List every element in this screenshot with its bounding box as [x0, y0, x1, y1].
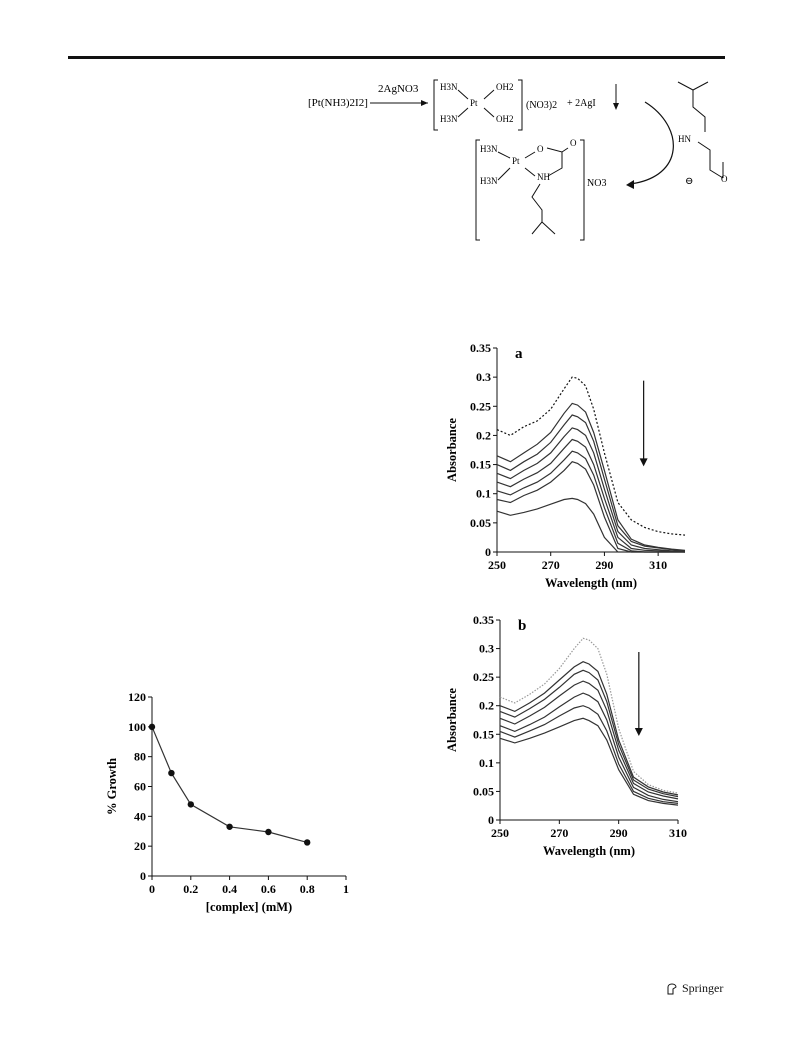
x-axis-label: Wavelength (nm): [545, 576, 637, 590]
trend-arrow-head: [634, 728, 643, 736]
series-line-1: [496, 376, 686, 536]
series-line-8: [496, 497, 685, 553]
x-tick-label: 250: [488, 558, 506, 572]
y-tick-label: 0.3: [479, 642, 494, 656]
series-line-6: [496, 450, 685, 553]
series-line-6: [499, 705, 679, 804]
series-line-1: [499, 637, 679, 794]
x-tick-label: 250: [491, 826, 509, 840]
series-line-2: [496, 402, 686, 551]
data-point: [265, 828, 272, 836]
svg-text:H3N: H3N: [480, 176, 498, 186]
y-tick-label: 100: [128, 720, 146, 734]
series-line-7: [496, 461, 685, 553]
y-tick-label: 60: [134, 780, 146, 794]
svg-text:OH2: OH2: [496, 114, 514, 124]
springer-footer: Springer: [666, 981, 723, 996]
series-line-4: [499, 680, 679, 800]
data-point: [226, 823, 233, 830]
springer-logo-icon: [667, 982, 677, 994]
data-point: [168, 769, 175, 777]
y-tick-label: 0.05: [470, 516, 491, 530]
series-line-1: [151, 726, 308, 843]
x-tick-label: 270: [542, 558, 560, 572]
y-tick-label: 0.35: [470, 341, 491, 355]
y-tick-label: 120: [128, 690, 146, 704]
y-axis-label: % Growth: [105, 758, 119, 815]
x-axis-label: [complex] (mM): [206, 900, 292, 914]
reaction-scheme: [Pt(NH3)2I2] 2AgNO3 H3N H3N Pt OH2 OH2 (…: [308, 79, 728, 241]
panel-label: a: [515, 346, 523, 362]
panel-label: b: [518, 618, 526, 634]
svg-text:H3N: H3N: [440, 114, 458, 124]
y-tick-label: 0: [140, 869, 146, 883]
y-tick-label: 0.05: [473, 784, 494, 798]
svg-text:O: O: [570, 138, 577, 148]
y-axis-label: Absorbance: [445, 418, 459, 482]
y-axis-label: Absorbance: [445, 688, 459, 752]
data-point: [148, 723, 156, 731]
x-axis-label: Wavelength (nm): [543, 844, 635, 858]
y-tick-label: 0.3: [476, 370, 491, 384]
data-point: [304, 839, 311, 846]
x-tick-label: 1: [343, 882, 349, 896]
series-line-5: [496, 438, 686, 553]
svg-text:OH2: OH2: [496, 82, 514, 92]
x-tick-label: 270: [550, 826, 568, 840]
svg-text:O: O: [721, 174, 728, 184]
series-line-4: [496, 427, 686, 552]
y-tick-label: 0.1: [476, 487, 491, 501]
y-tick-label: 20: [134, 839, 146, 853]
y-tick-label: 0.15: [470, 458, 491, 472]
trend-arrow-head: [639, 458, 648, 467]
header-rule: [68, 56, 725, 59]
x-tick-label: 290: [595, 558, 613, 572]
series-line-3: [496, 414, 686, 552]
svg-text:Pt: Pt: [512, 156, 520, 166]
product-counterion: NO3: [587, 178, 606, 189]
y-tick-label: 0.1: [479, 756, 494, 770]
y-tick-label: 0.25: [473, 670, 494, 684]
chart-growth: 0 20 40 60 80 100 120 0 0.2 0.4 0.6 0.8 1 [complex] (…: [105, 690, 349, 914]
svg-text:⊖: ⊖: [685, 176, 693, 187]
data-point: [187, 801, 194, 808]
y-tick-label: 0: [485, 545, 491, 559]
x-tick-label: 0.8: [300, 882, 315, 896]
x-tick-label: 0.4: [222, 882, 237, 896]
x-tick-label: 290: [610, 826, 628, 840]
y-tick-label: 0.2: [476, 428, 491, 442]
intermediate-counterion: (NO3)2: [526, 100, 557, 111]
svg-text:O: O: [537, 144, 544, 154]
series-line-2: [499, 661, 679, 796]
svg-text:HN: HN: [678, 134, 691, 144]
reactant-formula: [Pt(NH3)2I2]: [308, 97, 368, 109]
chart-a: 0 0.05 0.1 0.15 0.2 0.25 0.3 0.35 250 270 290 310 Wa…: [445, 341, 686, 590]
y-tick-label: 0: [488, 813, 494, 827]
x-tick-label: 0: [149, 882, 155, 896]
x-tick-label: 0.6: [261, 882, 276, 896]
y-tick-label: 80: [134, 750, 146, 764]
chart-b: 0 0.05 0.1 0.15 0.2 0.25 0.3 0.35 250 270 290 310 Wa…: [445, 613, 687, 858]
y-tick-label: 0.35: [473, 613, 494, 627]
x-tick-label: 0.2: [183, 882, 198, 896]
byproduct-label: + 2AgI: [567, 98, 596, 109]
x-tick-label: 310: [669, 826, 687, 840]
reagent-label: 2AgNO3: [378, 83, 419, 95]
publisher-name: Springer: [682, 981, 724, 995]
y-tick-label: 0.2: [479, 699, 494, 713]
series-line-5: [499, 692, 679, 803]
svg-text:Pt: Pt: [470, 98, 478, 108]
y-tick-label: 40: [134, 809, 146, 823]
series-line-7: [499, 717, 679, 806]
x-tick-label: 310: [649, 558, 667, 572]
svg-text:NH: NH: [537, 172, 550, 182]
svg-text:H3N: H3N: [480, 144, 498, 154]
series-line-3: [499, 669, 679, 798]
y-tick-label: 0.25: [470, 399, 491, 413]
svg-text:H3N: H3N: [440, 82, 458, 92]
y-tick-label: 0.15: [473, 727, 494, 741]
